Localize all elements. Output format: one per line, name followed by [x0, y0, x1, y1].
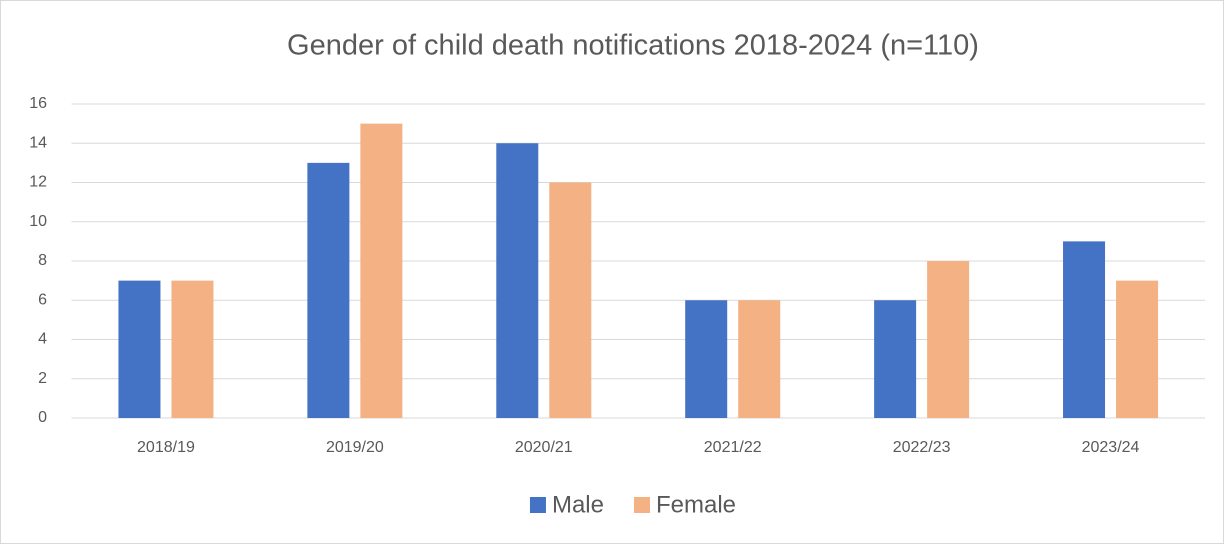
x-tick-label: 2022/23	[893, 439, 951, 456]
chart-title: Gender of child death notifications 2018…	[287, 30, 979, 62]
y-tick-label: 4	[38, 331, 47, 348]
x-tick-label: 2018/19	[137, 439, 195, 456]
legend-swatch	[634, 497, 650, 513]
bar	[927, 261, 970, 418]
y-tick-label: 10	[29, 213, 47, 230]
legend-label: Female	[656, 491, 736, 518]
bar	[1116, 280, 1159, 418]
bar	[1063, 241, 1106, 418]
y-tick-label: 6	[38, 291, 47, 308]
y-tick-label: 8	[38, 252, 47, 269]
bar	[685, 300, 728, 418]
y-tick-label: 14	[29, 134, 47, 151]
y-tick-label: 2	[38, 370, 47, 387]
bar	[171, 280, 214, 418]
y-tick-label: 0	[38, 409, 47, 426]
x-tick-label: 2020/21	[515, 439, 573, 456]
bar	[738, 300, 781, 418]
y-tick-label: 12	[29, 174, 47, 191]
y-tick-label: 16	[29, 95, 47, 112]
x-tick-label: 2019/20	[326, 439, 384, 456]
bar	[118, 280, 161, 418]
legend-label: Male	[552, 491, 604, 518]
bar	[496, 143, 539, 418]
x-tick-label: 2021/22	[704, 439, 762, 456]
bar	[307, 162, 350, 418]
x-tick-label: 2023/24	[1082, 439, 1140, 456]
legend-swatch	[529, 497, 546, 513]
bar	[874, 300, 917, 418]
bar	[360, 123, 403, 418]
bar	[549, 182, 592, 418]
